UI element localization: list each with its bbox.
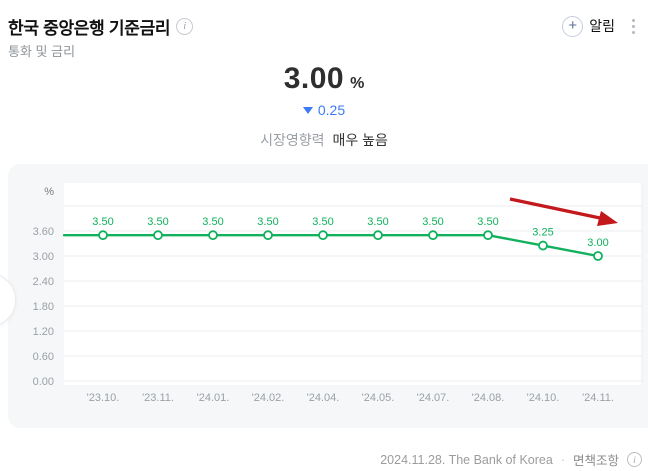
down-triangle-icon — [302, 106, 313, 114]
data-point — [153, 230, 163, 241]
x-tick-label: '23.10. — [87, 392, 120, 404]
data-point-label: 3.50 — [422, 216, 443, 228]
current-rate-summary: 3.00 % 0.25 시장영향력 매우 높음 — [0, 62, 648, 150]
x-tick-label: '24.08. — [472, 392, 505, 404]
y-tick-label: 1.80 — [33, 301, 54, 313]
source-attribution: 2024.11.28. The Bank of Korea — [380, 452, 553, 467]
data-point-label: 3.50 — [477, 216, 498, 228]
data-point — [318, 230, 328, 241]
y-tick-label: 3.60 — [33, 226, 54, 238]
data-point-label: 3.50 — [257, 216, 278, 228]
data-point-label: 3.00 — [587, 237, 608, 249]
data-point — [483, 230, 493, 241]
x-tick-label: '24.07. — [417, 392, 450, 404]
data-point-label: 3.25 — [532, 227, 553, 239]
data-point-label: 3.50 — [147, 216, 168, 228]
add-alert-button[interactable]: + 알림 — [562, 15, 615, 37]
header: 한국 중앙은행 기준금리 i + 알림 — [8, 13, 638, 39]
data-point — [593, 251, 603, 261]
data-point — [263, 230, 273, 241]
trend-arrow-annotation — [509, 197, 601, 220]
x-tick-label: '23.11. — [142, 392, 174, 404]
disclaimer-info-icon[interactable]: i — [627, 452, 642, 467]
footer: 2024.11.28. The Bank of Korea · 면책조항 i — [380, 450, 642, 469]
data-point-label: 3.50 — [202, 216, 223, 228]
y-tick-label: 2.40 — [33, 276, 54, 288]
plot-area — [64, 183, 642, 385]
x-tick-label: '24.02. — [252, 392, 285, 404]
footer-separator: · — [560, 452, 565, 467]
trend-arrow-head — [597, 211, 618, 226]
y-tick-label: 1.20 — [33, 326, 54, 338]
x-tick-label: '24.11. — [582, 392, 614, 404]
rate-line-chart[interactable]: 3.60 3.00 2.40 1.80 1.20 0.60 0.00% '23.10. '23.… — [8, 164, 648, 428]
data-point-label: 3.50 — [367, 216, 388, 228]
impact-value: 매우 높음 — [332, 132, 388, 148]
data-point — [208, 230, 218, 241]
rate-change: 0.25 — [0, 102, 648, 118]
rate-chart-card: 3.60 3.00 2.40 1.80 1.20 0.60 0.00% '23.10. '23.… — [8, 164, 648, 428]
category-label: 통화 및 금리 — [8, 44, 76, 59]
more-menu-icon[interactable] — [629, 17, 638, 36]
rate-change-value: 0.25 — [317, 102, 346, 118]
current-rate-value: 3.00 — [283, 62, 345, 95]
header-actions: + 알림 — [562, 15, 638, 37]
title-info-icon[interactable]: i — [176, 17, 194, 35]
x-tick-label: '24.05. — [362, 392, 395, 404]
y-tick-label: 0.00 — [33, 376, 54, 388]
x-tick-label: '24.10. — [527, 392, 560, 404]
y-tick-label: 0.60 — [33, 351, 54, 363]
rate-unit: % — [350, 75, 365, 92]
data-point-label: 3.50 — [312, 216, 333, 228]
alarm-label: 알림 — [589, 18, 615, 34]
x-tick-label: '24.01. — [197, 392, 230, 404]
page-title: 한국 중앙은행 기준금리 — [8, 18, 171, 38]
x-tick-label: '24.04. — [307, 392, 340, 404]
data-point-label: 3.50 — [92, 216, 113, 228]
y-tick-label: 3.00 — [33, 251, 54, 263]
y-axis-unit: % — [44, 186, 54, 198]
data-point — [373, 230, 383, 241]
plus-icon: + — [562, 15, 584, 37]
impact-label: 시장영향력 — [260, 132, 325, 148]
data-point — [428, 230, 438, 241]
market-impact: 시장영향력 매우 높음 — [0, 130, 648, 150]
disclaimer-link[interactable]: 면책조항 — [573, 450, 619, 469]
data-point — [538, 240, 548, 251]
data-point — [98, 230, 108, 241]
